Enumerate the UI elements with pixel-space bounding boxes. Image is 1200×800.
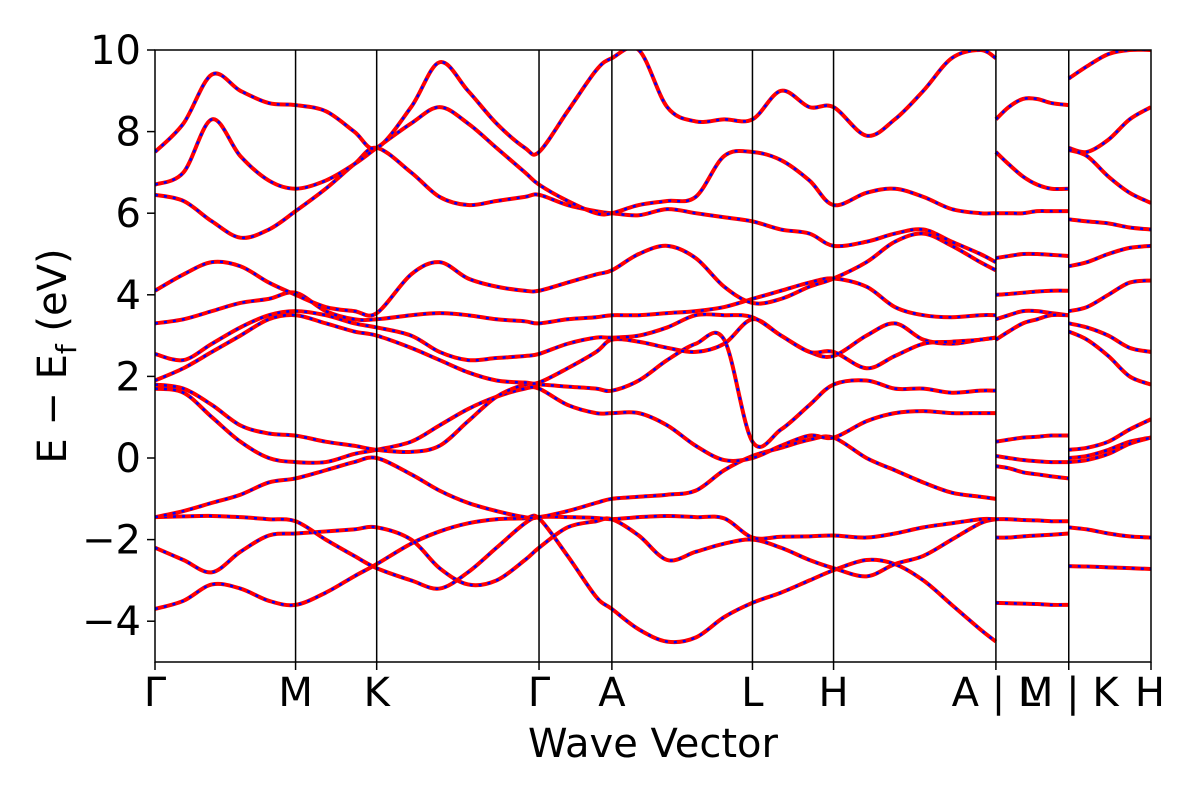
band-line-33-red xyxy=(1067,329,1151,387)
y-axis-label: E − Ef (eV) xyxy=(30,248,83,463)
x-tick-label: M xyxy=(278,670,313,716)
band-line-10-blue xyxy=(155,146,997,264)
band-line-6-blue xyxy=(155,313,997,385)
band-line-13-blue xyxy=(995,96,1069,121)
band-line-24-blue xyxy=(995,532,1069,539)
y-tick-label: 0 xyxy=(116,436,141,482)
band-line-20-blue xyxy=(995,434,1069,443)
x-tick-label: Γ xyxy=(144,670,167,716)
band-line-21-blue xyxy=(995,454,1069,464)
band-line-2-blue xyxy=(155,514,996,590)
y-tick-label: −2 xyxy=(82,518,141,564)
band-line-16-blue xyxy=(995,252,1069,260)
band-line-13-red xyxy=(994,96,1069,121)
band-line-11-red xyxy=(155,105,996,217)
band-line-5-red xyxy=(155,330,996,455)
band-line-3-red xyxy=(155,434,997,520)
band-line-8-red xyxy=(155,276,996,326)
band-line-28-red xyxy=(1068,148,1151,205)
y-tick-label: 8 xyxy=(116,110,141,156)
x-tick-label: H xyxy=(1135,670,1165,716)
band-line-34-red xyxy=(1068,417,1151,452)
band-line-3-blue xyxy=(155,435,997,520)
band-line-33-blue xyxy=(1068,330,1151,386)
x-tick-label: A xyxy=(598,670,626,716)
band-line-19-red xyxy=(994,312,1069,342)
band-line-9-blue xyxy=(155,232,997,317)
x-tick-label: Γ xyxy=(528,670,551,716)
band-line-28-blue xyxy=(1068,148,1151,205)
band-line-1-blue xyxy=(155,517,997,587)
y-tick-label: −4 xyxy=(82,599,141,645)
band-line-22-blue xyxy=(995,464,1069,480)
band-line-11-blue xyxy=(155,105,996,216)
x-tick-label: K xyxy=(364,670,392,716)
y-axis-ticks: −4 −2 0 2 4 6 8 10 xyxy=(82,28,155,645)
band-line-37-red xyxy=(1068,525,1151,540)
band-line-15-blue xyxy=(995,209,1069,215)
kpoint-divider-lines xyxy=(294,50,1070,662)
y-tick-label: 10 xyxy=(90,28,141,74)
band-line-34-blue xyxy=(1068,418,1151,452)
band-line-2-red xyxy=(155,513,996,591)
band-line-31-red xyxy=(1068,278,1151,314)
band-line-32-blue xyxy=(1068,322,1151,354)
band-line-26-red xyxy=(1067,50,1151,81)
band-line-31-blue xyxy=(1068,279,1151,313)
x-tick-label: M | K xyxy=(1019,670,1120,716)
band-line-27-blue xyxy=(1068,106,1151,154)
x-tick-label: H xyxy=(819,670,849,716)
band-line-7-blue xyxy=(155,309,997,370)
x-axis-ticks: Γ M K Γ A L H A | LM | K H xyxy=(144,662,1165,716)
band-line-25-blue xyxy=(995,601,1069,607)
band-line-36-red xyxy=(1068,435,1151,465)
y-tick-label: 2 xyxy=(116,354,141,400)
band-line-38-red xyxy=(1068,564,1151,571)
band-line-14-red xyxy=(994,150,1069,192)
band-line-26-blue xyxy=(1068,50,1151,80)
y-axis-label-unit: (eV) xyxy=(30,248,76,344)
band-line-23-blue xyxy=(995,517,1069,523)
band-line-5-blue xyxy=(155,331,996,454)
band-lines xyxy=(155,50,1151,645)
band-line-0-blue xyxy=(155,514,997,644)
band-line-29-red xyxy=(1068,217,1151,232)
band-line-4-red xyxy=(155,385,996,465)
y-axis-label-main: E − E xyxy=(30,354,76,464)
band-line-9-red xyxy=(155,231,997,318)
band-line-17-blue xyxy=(995,289,1069,297)
x-axis-label: Wave Vector xyxy=(528,721,779,767)
band-line-6-red xyxy=(155,313,997,386)
plot-frame xyxy=(154,49,1152,663)
band-line-12-blue xyxy=(155,50,997,156)
x-tick-label: L xyxy=(741,670,764,716)
x-tick-label: A | L xyxy=(952,670,1041,716)
y-tick-label: 4 xyxy=(116,273,141,319)
band-line-4-blue xyxy=(155,385,996,465)
band-line-30-red xyxy=(1068,243,1151,269)
y-tick-label: 6 xyxy=(116,191,141,237)
y-axis-label-subscript: f xyxy=(50,343,83,354)
band-line-1-red xyxy=(155,516,997,588)
